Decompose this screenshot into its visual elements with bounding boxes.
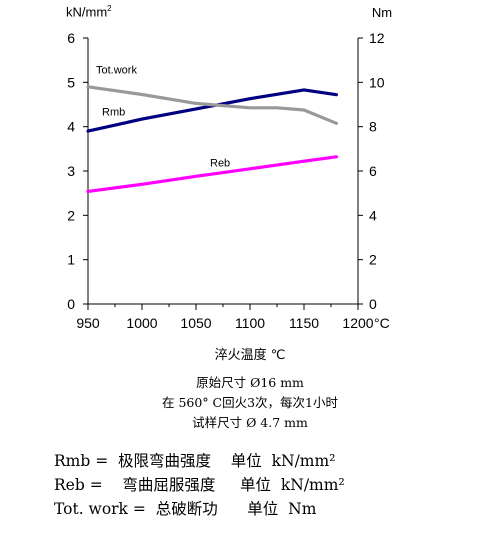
- series-line-rmb: [86, 88, 338, 133]
- y-left-tick-label: 4: [67, 119, 75, 135]
- y-left-tick-label: 3: [67, 163, 75, 179]
- y-right-tick-label: 0: [369, 296, 377, 312]
- legend-tot-work: Tot. work = 总破断功 单位 Nm: [54, 500, 317, 518]
- series-line-reb: [86, 155, 338, 193]
- series-line-tot-work: [86, 85, 338, 125]
- y-right-tick-label: 12: [369, 30, 385, 46]
- y-right-tick-label: 6: [369, 163, 377, 179]
- y-left-tick-label: 5: [67, 74, 75, 90]
- x-axis-label: 淬火温度 ℃: [214, 348, 286, 363]
- series-label-tot-work: Tot.work: [96, 64, 137, 76]
- series-label-reb: Reb: [210, 158, 230, 170]
- x-unit-label: °C: [374, 315, 390, 331]
- legend-reb: Reb = 弯曲屈服强度 单位 kN/mm²: [54, 476, 345, 494]
- y-axis-left-label: kN/mm2: [66, 4, 112, 20]
- y-left-tick-label: 1: [67, 252, 75, 268]
- series-label-rmb: Rmb: [102, 107, 125, 119]
- y-right-tick-label: 8: [369, 119, 377, 135]
- x-tick-label: 1150: [289, 315, 319, 331]
- x-tick-label: 1050: [180, 315, 211, 331]
- y-right-tick-label: 2: [369, 252, 377, 268]
- x-tick-label: 950: [76, 315, 100, 331]
- y-left-tick-label: 2: [67, 207, 75, 223]
- y-left-tick-label: 6: [67, 30, 75, 46]
- y-left-tick-label: 0: [67, 296, 75, 312]
- y-axis-right-label: Nm: [372, 5, 392, 20]
- legend-rmb: Rmb = 极限弯曲强度 单位 kN/mm²: [54, 452, 336, 470]
- condition-tempering: 在 560° C回火3次，每次1小时: [161, 395, 339, 410]
- y-right-tick-label: 4: [369, 207, 377, 223]
- y-right-tick-label: 10: [369, 74, 385, 90]
- x-tick-label: 1100: [235, 315, 265, 331]
- condition-specimen-size: 试样尺寸 Ø 4.7 mm: [192, 415, 308, 430]
- x-tick-label: 1000: [126, 315, 157, 331]
- x-tick-label: 1200: [342, 315, 373, 331]
- condition-original-size: 原始尺寸 Ø16 mm: [196, 375, 304, 390]
